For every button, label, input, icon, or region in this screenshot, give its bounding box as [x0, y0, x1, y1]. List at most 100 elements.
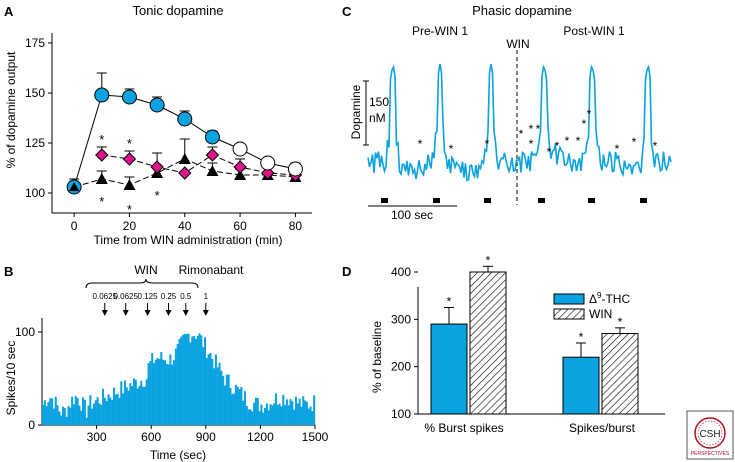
panel-b-histogram-bin: [309, 406, 312, 425]
panel-b-dose-label: 1: [204, 292, 209, 301]
panel-a-ytick-label: 175: [25, 36, 45, 50]
panel-c-time-scale-label: 100 sec: [391, 208, 433, 222]
panel-b-histogram-bin: [256, 397, 259, 425]
panel-a-tonic-dopamine: Tonic dopamine % of dopamine output Time…: [4, 3, 312, 247]
panel-b-histogram-bin: [54, 396, 57, 425]
panel-b-histogram-bin: [276, 404, 279, 425]
panel-b-histogram-bin: [63, 408, 66, 425]
panel-b-dose-arrowhead: [165, 310, 172, 316]
panel-b-histogram-bin: [182, 334, 185, 425]
panel-b-dose-arrowhead: [144, 310, 151, 316]
panel-a-triangle-marker: [234, 169, 247, 180]
panel-b-histogram-bin: [47, 402, 50, 425]
panel-b-histogram-bin: [102, 388, 105, 425]
panel-a-circle-marker: [121, 89, 137, 105]
panel-c-win-label: WIN: [506, 37, 529, 51]
panel-b-dose-label: 0.0625: [113, 292, 138, 301]
panel-b-histogram-bin: [294, 396, 297, 425]
panel-d-significance-star: *: [486, 253, 491, 267]
panel-b-histogram-bin: [260, 404, 263, 425]
panel-b-histogram-bin: [71, 396, 74, 425]
panel-b-histogram-bin: [282, 394, 285, 425]
panel-b-histogram-bin: [273, 403, 276, 425]
panel-a-xtick-label: 40: [178, 219, 192, 233]
panel-b-dose-label: 0.0625: [93, 292, 118, 301]
panel-b-histogram-bin: [236, 386, 239, 425]
panel-b-histogram-bin: [92, 403, 95, 425]
panel-a-circle-marker: [204, 129, 220, 145]
panel-b-histogram-bin: [153, 362, 156, 425]
legend-swatch-win: [553, 308, 585, 320]
panel-b-histogram-bin: [242, 400, 245, 425]
panel-b-histogram-bin: [167, 364, 170, 425]
panel-b-dose-label: 0.125: [138, 292, 159, 301]
panel-letter-a: A: [4, 4, 14, 19]
panel-b-histogram-bin: [285, 399, 288, 425]
panel-b-histogram-bin: [51, 398, 54, 425]
panel-b-histogram-bin: [74, 395, 77, 425]
panel-a-significance-star: *: [127, 136, 132, 151]
csh-perspectives-logo: CSH PERSPECTIVES: [686, 410, 734, 460]
legend-swatch-thc: [553, 293, 585, 305]
panel-d-axes: 100 200 300 400: [391, 265, 665, 421]
panel-b-xtick-label: 600: [141, 430, 161, 444]
panel-b-histogram-bin: [112, 387, 115, 425]
panel-b-histogram-bin: [76, 397, 79, 425]
panel-b-histogram-bin: [105, 401, 108, 425]
panel-b-histogram-bin: [305, 401, 308, 425]
panel-a-ytick-label: 100: [25, 186, 45, 200]
panel-b-dose-arrowhead: [101, 310, 108, 316]
panel-c-significance-star: *: [653, 139, 658, 153]
panel-b-histogram-bin: [216, 367, 219, 425]
panel-b-histogram-bin: [203, 337, 206, 425]
panel-a-ylabel: % of dopamine output: [4, 51, 18, 168]
panel-b-histogram-bin: [178, 338, 181, 425]
panel-a-significance-star: *: [99, 194, 104, 209]
panel-a-significance-star: *: [155, 188, 160, 203]
panel-b-histogram-bin: [62, 406, 65, 425]
panel-a-circle-marker: [287, 161, 303, 177]
panel-b-histogram-bin: [173, 360, 176, 425]
panel-b-histogram-bin: [165, 363, 168, 425]
panel-b-histogram-bin: [56, 405, 59, 425]
panel-d-ytick-label: 300: [391, 312, 411, 326]
panel-a-diamond-marker: [205, 148, 220, 162]
panel-a-triangle-marker: [95, 173, 108, 184]
panel-c-scale-value: 150: [369, 95, 389, 109]
panel-b-dose-arrowhead: [122, 310, 129, 316]
panel-b-histogram-bin: [202, 347, 205, 425]
panel-b-histogram-bin: [134, 379, 137, 425]
panel-b-histogram-bin: [72, 404, 75, 425]
panel-b-axes: 0 100 300 600 900 1200 1500: [15, 318, 329, 444]
panel-b-histogram-bin: [198, 333, 201, 425]
panel-b-histogram-bin: [200, 335, 203, 425]
panel-b-rimonabant-label: Rimonabant: [179, 263, 244, 277]
panel-letter-b: B: [4, 264, 13, 279]
panel-c-burst-marker: [381, 198, 388, 203]
panel-b-histogram-bin: [264, 407, 267, 425]
panel-a-diamond-marker: [150, 160, 164, 174]
panel-c-phasic-dopamine: Phasic dopamine Pre-WIN 1 WIN Post-WIN 1…: [349, 3, 672, 222]
panel-b-histogram-bin: [120, 381, 123, 425]
panel-b-histogram-bin: [302, 396, 305, 425]
panel-a-xtick-label: 80: [289, 219, 303, 233]
panel-b-histogram-bin: [227, 374, 230, 425]
panel-c-significance-star: *: [632, 135, 637, 149]
panel-d-bar-thc: [430, 323, 468, 415]
panel-b-histogram-bin: [125, 387, 128, 425]
panel-b-histogram-bin: [209, 353, 212, 425]
panel-b-histogram-bin: [42, 404, 45, 425]
panel-b-histogram: [42, 333, 316, 425]
panel-b-histogram-bin: [60, 415, 63, 425]
panel-a-triangle-marker: [178, 153, 191, 164]
panel-b-histogram-bin: [107, 394, 110, 425]
panel-a-circle-marker: [232, 141, 248, 157]
panel-b-histogram-bin: [154, 359, 157, 425]
panel-d-ylabel: % of baseline: [370, 321, 384, 393]
panel-d-significance-star: *: [447, 295, 452, 309]
panel-b-histogram-bin: [220, 370, 223, 425]
panel-b-histogram-bin: [193, 335, 196, 425]
panel-c-significance-star: *: [576, 134, 581, 148]
